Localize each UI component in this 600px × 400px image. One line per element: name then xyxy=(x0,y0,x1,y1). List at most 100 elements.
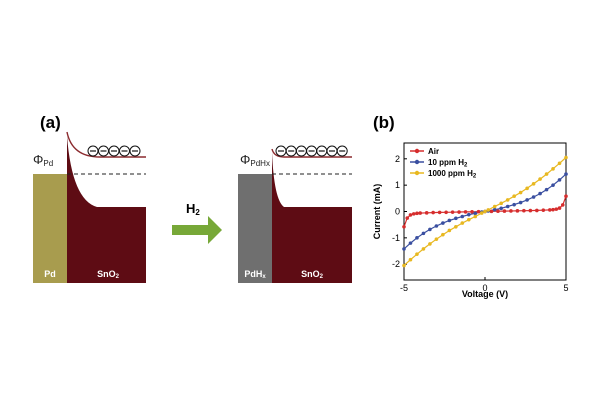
data-point xyxy=(528,208,533,213)
electron-row-left xyxy=(87,145,141,157)
data-point xyxy=(505,198,510,202)
data-point xyxy=(499,206,504,211)
data-point xyxy=(431,210,435,215)
pd-label: Pd xyxy=(44,269,56,279)
data-point xyxy=(421,231,426,236)
data-point xyxy=(522,208,526,213)
sno2-depletion-block-right xyxy=(272,152,352,283)
data-point xyxy=(408,257,413,262)
h2-exposure-arrow: H2 xyxy=(172,201,222,244)
data-point xyxy=(518,190,523,195)
conduction-band-curve-right xyxy=(271,148,352,158)
data-point xyxy=(525,198,529,202)
data-point xyxy=(499,201,504,206)
data-point xyxy=(450,210,455,214)
electron-row-right xyxy=(275,145,348,157)
data-point xyxy=(479,211,484,215)
legend-swatch-marker xyxy=(414,159,420,165)
data-point xyxy=(564,194,568,199)
data-point xyxy=(554,207,559,211)
data-point xyxy=(525,186,529,191)
data-point xyxy=(551,167,555,171)
work-function-pdhx: ΦPdHx xyxy=(240,152,270,168)
data-point xyxy=(405,216,410,220)
data-point xyxy=(434,237,439,241)
data-point xyxy=(509,209,513,213)
data-point xyxy=(486,208,491,212)
data-point xyxy=(460,214,465,219)
sno2-depletion-block xyxy=(67,136,146,283)
sno2-label-left: SnO2 xyxy=(97,269,120,280)
data-point xyxy=(415,211,419,216)
data-point xyxy=(473,211,478,216)
data-point xyxy=(531,182,536,186)
data-point xyxy=(548,208,552,212)
data-point xyxy=(460,221,465,225)
data-point xyxy=(564,155,568,160)
data-point xyxy=(463,210,468,214)
data-point xyxy=(411,212,416,216)
data-point xyxy=(551,207,555,212)
data-point xyxy=(473,214,478,219)
data-point xyxy=(518,200,523,205)
series-points xyxy=(402,155,568,268)
data-point xyxy=(441,232,445,237)
work-function-pd: ΦPd xyxy=(33,152,53,168)
y-tick-label: -1 xyxy=(392,233,400,243)
legend-label: 10 ppm H2 xyxy=(428,158,468,169)
data-point xyxy=(492,204,497,209)
sno2-label-right: SnO2 xyxy=(301,269,324,280)
data-point xyxy=(444,210,448,215)
data-point xyxy=(515,209,520,213)
x-tick-label: 0 xyxy=(482,283,487,293)
data-point xyxy=(415,236,419,240)
data-point xyxy=(535,208,539,213)
data-point xyxy=(467,212,471,217)
data-point xyxy=(531,195,536,199)
data-point xyxy=(505,204,510,209)
panel-a: (a) ΦPd Pd SnO2 H2 ΦPdHx xyxy=(33,113,352,283)
data-point xyxy=(557,178,562,182)
data-point xyxy=(457,210,461,214)
data-point xyxy=(402,263,406,268)
data-point xyxy=(496,209,500,214)
data-point xyxy=(470,209,474,214)
panel-a-label: (a) xyxy=(40,113,61,132)
x-axis-label: Voltage (V) xyxy=(462,289,508,299)
data-point xyxy=(541,208,546,212)
data-point xyxy=(428,242,432,246)
data-point xyxy=(544,172,549,176)
data-point xyxy=(447,228,452,233)
legend-label: 1000 ppm H2 xyxy=(428,169,477,180)
pdhx-metal-block xyxy=(238,174,272,283)
x-axis-ticks: -5 0 5 xyxy=(400,277,569,293)
data-point xyxy=(418,211,423,215)
data-point xyxy=(408,213,413,217)
data-point xyxy=(551,183,555,187)
x-tick-label: -5 xyxy=(400,283,408,293)
data-point xyxy=(434,224,439,228)
conduction-band-curve xyxy=(66,131,146,158)
data-point xyxy=(560,203,565,207)
y-tick-label: 0 xyxy=(395,207,400,217)
diagram-pd-sno2: ΦPd Pd SnO2 xyxy=(33,131,146,283)
data-point xyxy=(489,209,494,214)
y-axis-ticks: -2 -1 0 1 2 xyxy=(392,154,407,269)
data-point xyxy=(415,252,419,256)
data-point xyxy=(441,221,445,225)
data-point xyxy=(538,191,542,196)
h2-label: H2 xyxy=(186,201,200,217)
pd-metal-block xyxy=(33,174,67,283)
legend-label: Air xyxy=(428,147,439,156)
y-axis-label: Current (mA) xyxy=(372,184,382,240)
data-point xyxy=(512,202,516,207)
y-tick-label: 1 xyxy=(395,180,400,190)
data-point xyxy=(512,194,516,199)
legend-swatch-marker xyxy=(414,170,420,176)
data-point xyxy=(564,172,568,176)
y-tick-label: -2 xyxy=(392,259,400,269)
